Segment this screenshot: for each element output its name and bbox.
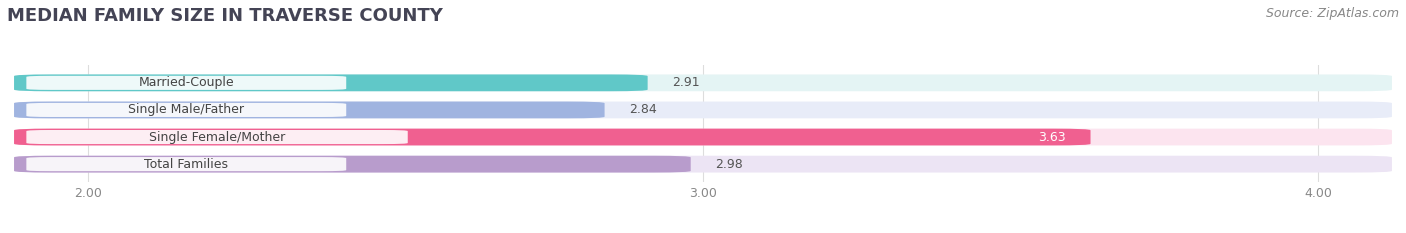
- Text: Source: ZipAtlas.com: Source: ZipAtlas.com: [1265, 7, 1399, 20]
- FancyBboxPatch shape: [27, 103, 346, 117]
- Text: 2.91: 2.91: [672, 76, 700, 89]
- FancyBboxPatch shape: [14, 75, 648, 91]
- FancyBboxPatch shape: [27, 157, 346, 171]
- FancyBboxPatch shape: [27, 76, 346, 90]
- FancyBboxPatch shape: [14, 102, 1392, 118]
- Text: 3.63: 3.63: [1038, 130, 1066, 144]
- FancyBboxPatch shape: [14, 156, 690, 172]
- Text: Total Families: Total Families: [145, 158, 228, 171]
- Text: MEDIAN FAMILY SIZE IN TRAVERSE COUNTY: MEDIAN FAMILY SIZE IN TRAVERSE COUNTY: [7, 7, 443, 25]
- FancyBboxPatch shape: [14, 129, 1091, 145]
- Text: 2.98: 2.98: [716, 158, 742, 171]
- FancyBboxPatch shape: [14, 75, 1392, 91]
- FancyBboxPatch shape: [14, 129, 1392, 145]
- Text: Married-Couple: Married-Couple: [138, 76, 235, 89]
- FancyBboxPatch shape: [14, 102, 605, 118]
- FancyBboxPatch shape: [27, 130, 408, 144]
- FancyBboxPatch shape: [14, 156, 1392, 172]
- Text: Single Male/Father: Single Male/Father: [128, 103, 245, 116]
- Text: Single Female/Mother: Single Female/Mother: [149, 130, 285, 144]
- Text: 2.84: 2.84: [630, 103, 657, 116]
